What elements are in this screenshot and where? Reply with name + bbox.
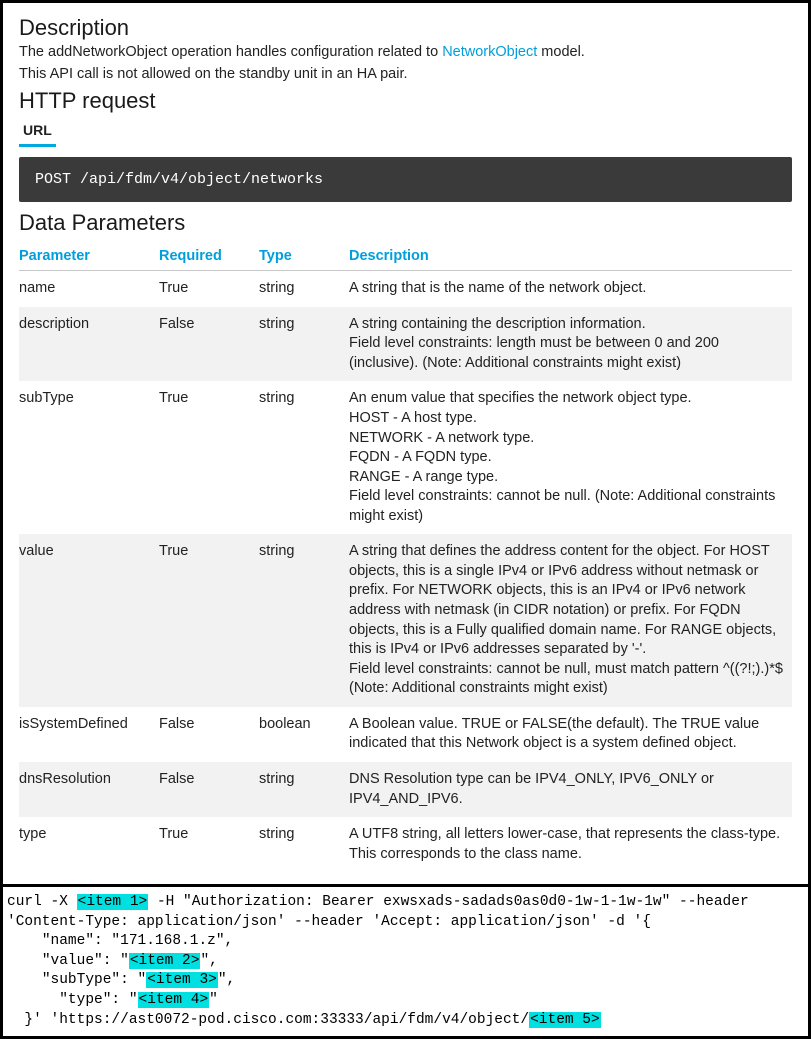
- curl-text: ": [209, 992, 218, 1008]
- table-row: isSystemDefined False boolean A Boolean …: [19, 707, 792, 762]
- cell-desc: An enum value that specifies the network…: [349, 381, 792, 534]
- cell-param: type: [19, 817, 159, 872]
- heading-http-request: HTTP request: [19, 88, 792, 114]
- table-row: type True string A UTF8 string, all lett…: [19, 817, 792, 872]
- curl-item-3: <item 3>: [146, 972, 218, 988]
- tab-row: URL: [19, 118, 792, 147]
- cell-desc: DNS Resolution type can be IPV4_ONLY, IP…: [349, 762, 792, 817]
- cell-req: True: [159, 271, 259, 307]
- curl-example-panel: curl -X <item 1> -H "Authorization: Bear…: [0, 887, 811, 1039]
- cell-req: False: [159, 307, 259, 382]
- th-type: Type: [259, 240, 349, 271]
- description-line-2: This API call is not allowed on the stan…: [19, 65, 792, 85]
- cell-req: False: [159, 762, 259, 817]
- link-networkobject[interactable]: NetworkObject: [442, 44, 537, 60]
- th-description: Description: [349, 240, 792, 271]
- curl-text: "subType": ": [7, 972, 146, 988]
- description-line-1: The addNetworkObject operation handles c…: [19, 43, 792, 63]
- desc-text-before: The addNetworkObject operation handles c…: [19, 44, 442, 60]
- curl-text: "type": ": [7, 992, 138, 1008]
- cell-desc: A UTF8 string, all letters lower-case, t…: [349, 817, 792, 872]
- curl-text: 'Content-Type: application/json' --heade…: [7, 914, 651, 930]
- curl-text: "value": ": [7, 953, 129, 969]
- api-doc-panel: Description The addNetworkObject operati…: [0, 0, 811, 887]
- cell-param: dnsResolution: [19, 762, 159, 817]
- cell-type: string: [259, 381, 349, 534]
- cell-type: string: [259, 307, 349, 382]
- cell-param: name: [19, 271, 159, 307]
- curl-item-5: <item 5>: [529, 1012, 601, 1028]
- heading-description: Description: [19, 15, 792, 41]
- curl-item-4: <item 4>: [138, 992, 210, 1008]
- curl-item-2: <item 2>: [129, 953, 201, 969]
- table-header-row: Parameter Required Type Description: [19, 240, 792, 271]
- table-row: subType True string An enum value that s…: [19, 381, 792, 534]
- cell-req: True: [159, 534, 259, 707]
- cell-req: True: [159, 381, 259, 534]
- curl-text: "name": "171.168.1.z",: [7, 933, 233, 949]
- curl-text: curl -X: [7, 894, 77, 910]
- heading-data-parameters: Data Parameters: [19, 210, 792, 236]
- cell-desc: A string that is the name of the network…: [349, 271, 792, 307]
- cell-param: subType: [19, 381, 159, 534]
- cell-type: string: [259, 817, 349, 872]
- table-row: name True string A string that is the na…: [19, 271, 792, 307]
- cell-req: True: [159, 817, 259, 872]
- table-row: description False string A string contai…: [19, 307, 792, 382]
- table-row: value True string A string that defines …: [19, 534, 792, 707]
- cell-desc: A string that defines the address conten…: [349, 534, 792, 707]
- parameters-table: Parameter Required Type Description name…: [19, 240, 792, 872]
- cell-type: boolean: [259, 707, 349, 762]
- cell-type: string: [259, 271, 349, 307]
- table-row: dnsResolution False string DNS Resolutio…: [19, 762, 792, 817]
- tab-url[interactable]: URL: [19, 118, 56, 147]
- cell-param: isSystemDefined: [19, 707, 159, 762]
- curl-text: -H "Authorization: Bearer exwsxads-sadad…: [148, 894, 748, 910]
- desc-text-after: model.: [537, 44, 585, 60]
- cell-desc: A Boolean value. TRUE or FALSE(the defau…: [349, 707, 792, 762]
- cell-type: string: [259, 762, 349, 817]
- http-endpoint-code: POST /api/fdm/v4/object/networks: [19, 157, 792, 202]
- th-parameter: Parameter: [19, 240, 159, 271]
- cell-param: value: [19, 534, 159, 707]
- curl-text: ",: [218, 972, 235, 988]
- cell-desc: A string containing the description info…: [349, 307, 792, 382]
- curl-text: }' 'https://ast0072-pod.cisco.com:33333/…: [7, 1012, 529, 1028]
- cell-type: string: [259, 534, 349, 707]
- cell-req: False: [159, 707, 259, 762]
- th-required: Required: [159, 240, 259, 271]
- curl-item-1: <item 1>: [77, 894, 149, 910]
- curl-text: ",: [200, 953, 217, 969]
- cell-param: description: [19, 307, 159, 382]
